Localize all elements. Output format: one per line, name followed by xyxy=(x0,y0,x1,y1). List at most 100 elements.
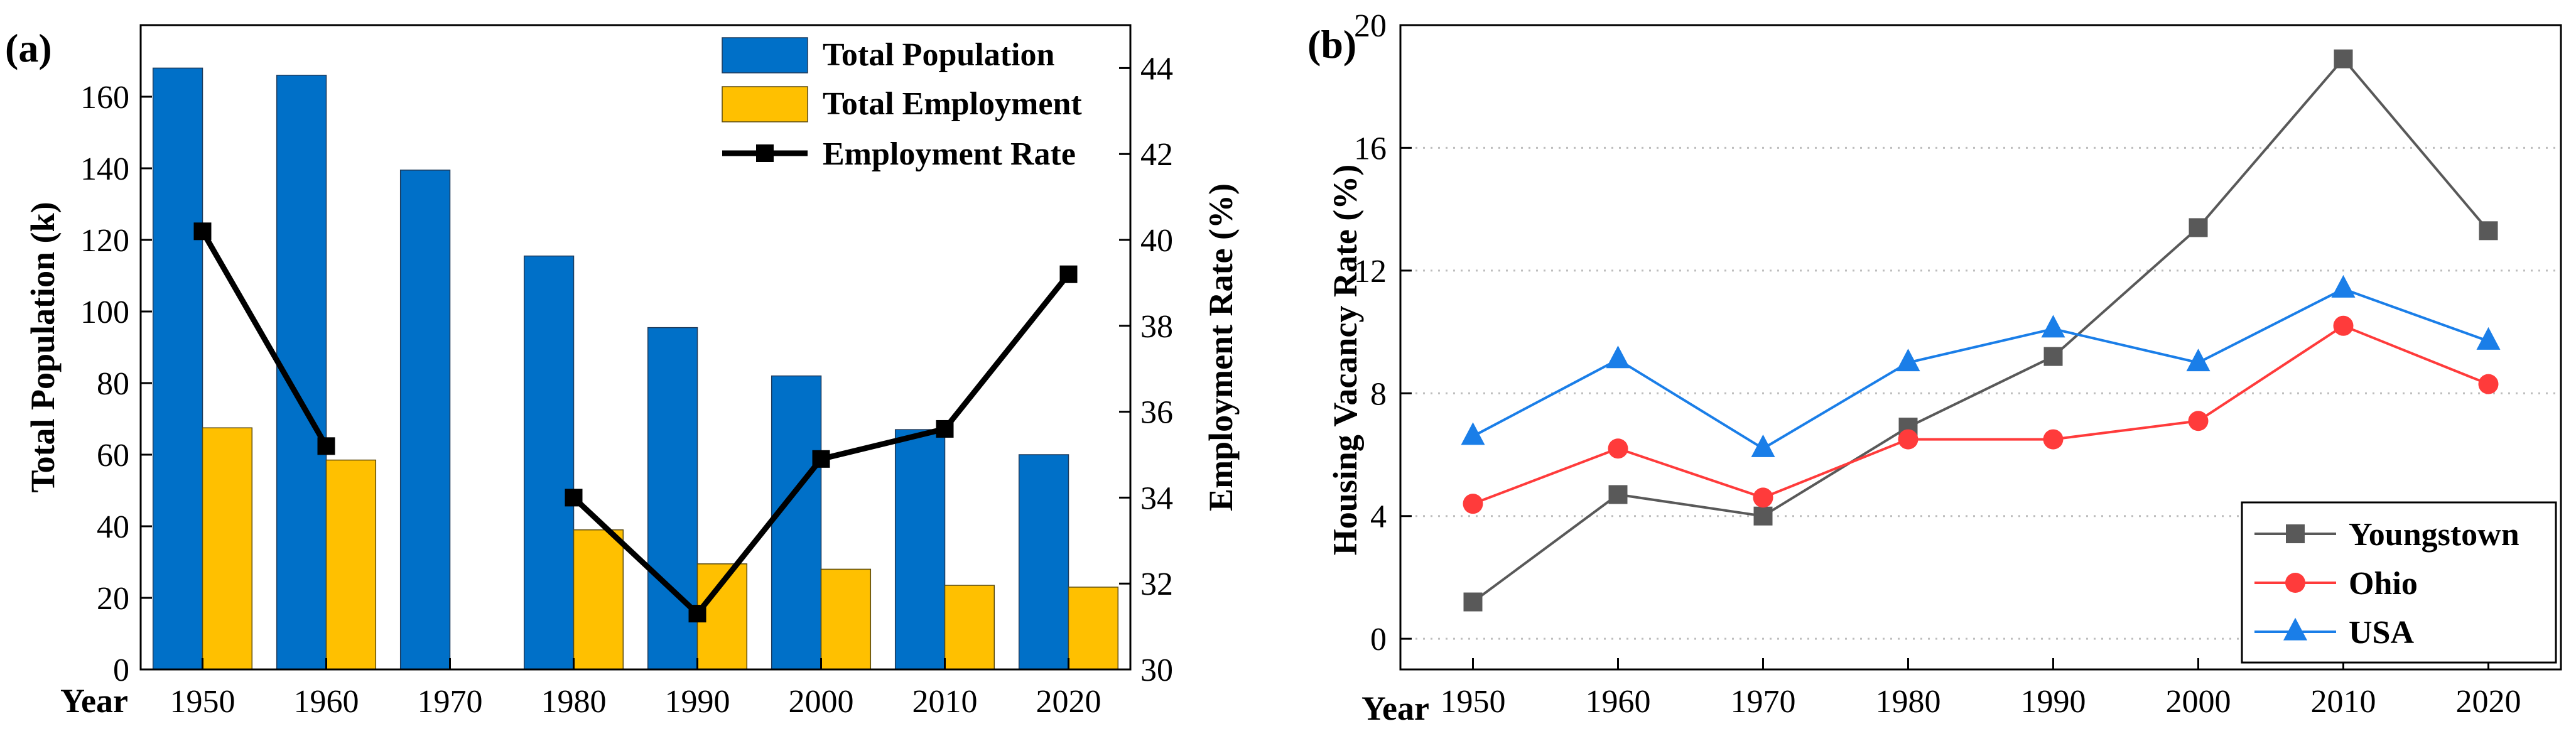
usa-segment xyxy=(1762,361,1909,450)
youngstown-point-2010 xyxy=(2334,49,2353,68)
employment-bar-2020 xyxy=(1068,587,1119,670)
youngstown-point-1960 xyxy=(1608,485,1628,504)
population-bar-1970 xyxy=(399,170,451,670)
left-tick-label: 20 xyxy=(97,581,129,617)
youngstown-segment xyxy=(2197,58,2345,229)
youngstown-point-1970 xyxy=(1753,506,1773,526)
usa-point-1970 xyxy=(1751,434,1775,457)
right-tick-label: 38 xyxy=(1140,309,1173,345)
ohio-segment xyxy=(2342,324,2489,386)
ohio-segment xyxy=(2197,325,2344,422)
legend-label-population: Total Population xyxy=(823,37,1054,73)
employment-bar-1960 xyxy=(325,459,377,670)
employment-rate-segment xyxy=(571,495,700,616)
y-tick-label: 4 xyxy=(1370,499,1387,535)
left-tick-label: 160 xyxy=(80,80,129,116)
ohio-segment xyxy=(1762,438,1909,499)
right-tick-label: 42 xyxy=(1140,137,1173,173)
legend-marker-youngstown xyxy=(2286,524,2305,543)
panel-a-label: (a) xyxy=(5,26,52,70)
youngstown-point-2020 xyxy=(2479,221,2498,241)
ohio-point-2020 xyxy=(2478,374,2499,394)
employment-rate-segment xyxy=(942,272,1071,431)
x-tick-label-1950: 1950 xyxy=(170,684,235,720)
employment-bar-2000 xyxy=(820,568,872,670)
x-tick-label-2020: 2020 xyxy=(2456,684,2521,720)
employment-rate-point-1950 xyxy=(193,222,212,241)
x-tick-label-2000: 2000 xyxy=(2166,684,2231,720)
legend-label-youngstown: Youngstown xyxy=(2349,517,2519,553)
x-tick-label-2000: 2000 xyxy=(789,684,854,720)
left-tick-label: 100 xyxy=(80,295,129,330)
x-tick-label-2010: 2010 xyxy=(912,684,978,720)
ohio-segment xyxy=(1472,447,1619,506)
right-tick-label: 32 xyxy=(1140,566,1173,602)
legend-label-ohio: Ohio xyxy=(2349,566,2418,602)
usa-point-1960 xyxy=(1606,345,1630,369)
left-tick-label: 140 xyxy=(80,151,129,187)
x-tick-label-1950: 1950 xyxy=(1441,684,1506,720)
panel-b-x-axis-title: Year xyxy=(1361,690,1429,727)
youngstown-point-2000 xyxy=(2189,218,2208,237)
x-tick-label-1990: 1990 xyxy=(2021,684,2086,720)
panel-b-label: (b) xyxy=(1307,22,1356,67)
employment-rate-point-2010 xyxy=(936,420,954,438)
ohio-point-1960 xyxy=(1608,438,1628,459)
legend-swatch-employment xyxy=(722,86,808,122)
legend-label-employment: Total Employment xyxy=(823,86,1082,122)
legend-swatch-rate-marker xyxy=(756,144,774,162)
left-tick-label: 0 xyxy=(113,652,129,688)
panel-a-plot: 0 20 40 60 80 100 120 140 160 30 32 34 36 38 40 42 44 195… xyxy=(80,24,1173,720)
usa-point-2020 xyxy=(2476,327,2501,350)
panel-a-x-axis-title: Year xyxy=(60,682,128,720)
youngstown-segment xyxy=(1472,493,1619,604)
left-tick-label: 120 xyxy=(80,223,129,259)
usa-point-1980 xyxy=(1896,349,1920,372)
population-bar-2020 xyxy=(1018,454,1069,670)
employment-rate-point-2000 xyxy=(812,450,830,468)
x-tick-label-2020: 2020 xyxy=(1036,684,1101,720)
x-tick-label-1980: 1980 xyxy=(1876,684,1941,720)
left-tick-label: 60 xyxy=(97,438,129,474)
x-tick-label-1980: 1980 xyxy=(541,684,607,720)
panel-b-legend: Youngstown Ohio USA xyxy=(2241,501,2557,664)
usa-segment xyxy=(2053,327,2199,364)
usa-point-2000 xyxy=(2186,349,2211,372)
panel-a-frame xyxy=(139,24,1132,671)
employment-rate-point-1960 xyxy=(317,437,335,455)
usa-point-1990 xyxy=(2041,315,2065,338)
ohio-point-1990 xyxy=(2043,429,2064,450)
right-tick-label: 34 xyxy=(1140,480,1173,516)
ohio-segment xyxy=(2053,420,2199,441)
ohio-point-1980 xyxy=(1898,429,1918,450)
usa-segment xyxy=(1908,327,2054,364)
x-tick-label-1990: 1990 xyxy=(665,684,730,720)
ohio-point-2000 xyxy=(2188,411,2209,431)
right-tick-label: 36 xyxy=(1140,395,1173,431)
youngstown-segment xyxy=(1907,355,2054,428)
panel-b-plot: 0 4 8 12 16 20 1950 1960 1970 1980 1990 2000 2010 202… xyxy=(1354,8,2562,720)
legend-marker-usa xyxy=(2283,617,2307,641)
left-tick-label: 80 xyxy=(97,366,129,402)
panel-a-legend: Total Population Total Employment Employme… xyxy=(722,37,1082,172)
population-bar-2000 xyxy=(771,375,822,670)
employment-bar-1980 xyxy=(573,529,624,670)
population-bar-1950 xyxy=(152,67,203,670)
right-tick-label: 44 xyxy=(1140,51,1173,87)
right-tick-label: 40 xyxy=(1140,223,1173,259)
youngstown-segment xyxy=(2052,226,2199,358)
y-tick-label: 0 xyxy=(1370,622,1387,658)
youngstown-segment xyxy=(1618,493,1763,517)
panel-a-chart: (a) 0 20 40 60 80 100 120 140 160 30 32 34 36 38 40 42 4… xyxy=(5,24,1240,720)
employment-rate-point-1990 xyxy=(688,605,706,623)
right-tick-label: 30 xyxy=(1140,652,1173,688)
youngstown-segment xyxy=(1762,426,1909,517)
usa-segment xyxy=(2342,288,2489,343)
panel-b-y-axis-title: Housing Vacancy Rate (%) xyxy=(1326,165,1364,556)
legend-swatch-population xyxy=(722,37,808,73)
panel-a-right-axis-title: Employment Rate (%) xyxy=(1202,183,1240,511)
usa-segment xyxy=(1617,358,1764,450)
usa-segment xyxy=(1472,358,1619,438)
youngstown-point-1990 xyxy=(2043,347,2063,366)
